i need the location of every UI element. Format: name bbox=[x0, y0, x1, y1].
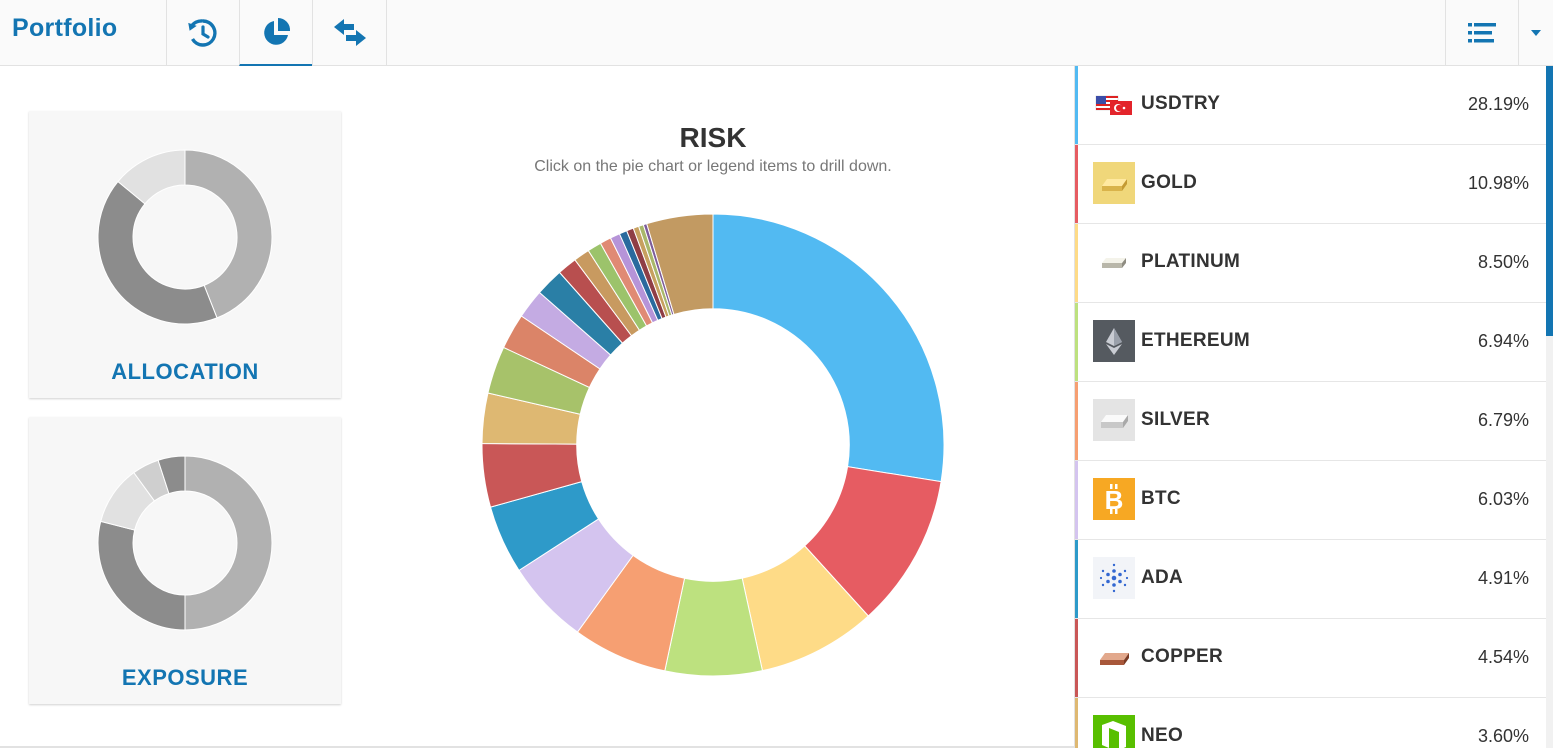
legend-color-bar bbox=[1075, 698, 1078, 748]
legend-item-usdtry[interactable]: USDTRY 28.19% bbox=[1075, 66, 1547, 145]
legend-item-name: USDTRY bbox=[1141, 93, 1221, 114]
legend-item-gold[interactable]: GOLD 10.98% bbox=[1075, 145, 1547, 224]
allocation-donut-chart bbox=[97, 149, 273, 325]
legend-item-percent: 6.03% bbox=[1477, 489, 1529, 509]
legend-item-ada[interactable]: ADA 4.91% bbox=[1075, 540, 1547, 619]
legend-color-bar bbox=[1075, 303, 1078, 381]
ethereum-icon bbox=[1093, 320, 1135, 362]
pie-chart-icon bbox=[264, 17, 291, 45]
legend-color-bar bbox=[1075, 145, 1078, 223]
neo-icon bbox=[1093, 715, 1135, 748]
bitcoin-icon: B bbox=[1093, 478, 1135, 520]
tab-swap[interactable] bbox=[312, 0, 387, 66]
us-turkey-flags-icon bbox=[1095, 95, 1132, 115]
legend-item-percent: 8.50% bbox=[1477, 252, 1529, 272]
legend-item-percent: 4.91% bbox=[1477, 568, 1529, 588]
bottom-divider bbox=[0, 746, 1074, 748]
legend-item-percent: 6.94% bbox=[1477, 331, 1529, 351]
silver-bar-icon bbox=[1093, 399, 1135, 441]
risk-donut-chart[interactable] bbox=[481, 213, 945, 677]
exposure-card[interactable]: EXPOSURE bbox=[29, 417, 341, 704]
exposure-label: EXPOSURE bbox=[121, 665, 249, 690]
copper-bar-icon bbox=[1100, 653, 1129, 665]
top-bar: Portfolio bbox=[0, 0, 1553, 66]
legend-item-ethereum[interactable]: ETHEREUM 6.94% bbox=[1075, 303, 1547, 382]
exposure-donut-chart bbox=[97, 455, 273, 631]
svg-text:B: B bbox=[1105, 485, 1124, 515]
tab-pie-chart[interactable] bbox=[239, 0, 312, 66]
donut-slice[interactable] bbox=[117, 149, 186, 205]
platinum-bar-icon bbox=[1102, 258, 1126, 268]
legend-color-bar bbox=[1075, 540, 1078, 618]
legend-color-bar bbox=[1075, 382, 1078, 460]
risk-title: RISK bbox=[679, 122, 747, 153]
caret-down-icon bbox=[1531, 30, 1541, 36]
allocation-card[interactable]: ALLOCATION bbox=[29, 111, 341, 398]
legend-color-bar bbox=[1075, 66, 1078, 144]
risk-slice-usdtry[interactable] bbox=[712, 213, 945, 483]
app-title: Portfolio bbox=[12, 14, 118, 42]
cardano-icon bbox=[1093, 557, 1135, 599]
options-dropdown-button[interactable] bbox=[1518, 0, 1553, 66]
swap-arrows-icon bbox=[333, 19, 366, 46]
tab-history[interactable] bbox=[166, 0, 239, 66]
legend-item-percent: 28.19% bbox=[1467, 94, 1529, 114]
legend-color-bar bbox=[1075, 619, 1078, 697]
donut-slice[interactable] bbox=[97, 520, 186, 631]
donut-slice[interactable] bbox=[157, 455, 186, 495]
allocation-label: ALLOCATION bbox=[111, 359, 259, 384]
legend-item-percent: 4.54% bbox=[1477, 647, 1529, 667]
legend-item-name: ADA bbox=[1141, 567, 1184, 588]
legend-item-name: ETHEREUM bbox=[1141, 330, 1251, 351]
legend-item-percent: 6.79% bbox=[1477, 410, 1529, 430]
list-view-button[interactable] bbox=[1445, 0, 1518, 66]
donut-slice[interactable] bbox=[184, 455, 273, 631]
legend-panel: USDTRY 28.19% GOLD 10.98% PLATINUM 8.50% bbox=[1074, 66, 1547, 748]
donut-slice[interactable] bbox=[97, 180, 218, 325]
legend-item-percent: 3.60% bbox=[1477, 726, 1529, 746]
list-view-icon bbox=[1468, 23, 1496, 43]
risk-subtitle: Click on the pie chart or legend items t… bbox=[534, 158, 892, 175]
gold-bar-icon bbox=[1093, 162, 1135, 204]
legend-color-bar bbox=[1075, 461, 1078, 539]
legend-item-name: BTC bbox=[1141, 488, 1181, 509]
history-icon bbox=[188, 19, 217, 47]
legend-item-silver[interactable]: SILVER 6.79% bbox=[1075, 382, 1547, 461]
legend-scrollbar[interactable] bbox=[1546, 66, 1553, 748]
legend-item-percent: 10.98% bbox=[1467, 173, 1529, 193]
donut-slice[interactable] bbox=[184, 149, 273, 319]
legend-item-name: COPPER bbox=[1141, 646, 1224, 667]
legend-item-neo[interactable]: NEO 3.60% bbox=[1075, 698, 1547, 748]
legend-item-name: SILVER bbox=[1141, 409, 1211, 430]
legend-item-name: PLATINUM bbox=[1141, 251, 1241, 272]
legend-item-btc[interactable]: B BTC 6.03% bbox=[1075, 461, 1547, 540]
risk-slice-other-15[interactable] bbox=[646, 213, 714, 316]
legend-item-name: GOLD bbox=[1141, 172, 1198, 193]
legend-item-platinum[interactable]: PLATINUM 8.50% bbox=[1075, 224, 1547, 303]
scrollbar-thumb[interactable] bbox=[1546, 66, 1553, 336]
legend-item-copper[interactable]: COPPER 4.54% bbox=[1075, 619, 1547, 698]
legend-color-bar bbox=[1075, 224, 1078, 302]
legend-item-name: NEO bbox=[1141, 725, 1184, 746]
